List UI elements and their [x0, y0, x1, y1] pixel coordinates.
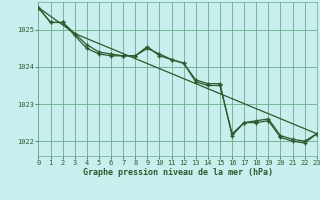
- X-axis label: Graphe pression niveau de la mer (hPa): Graphe pression niveau de la mer (hPa): [83, 168, 273, 177]
